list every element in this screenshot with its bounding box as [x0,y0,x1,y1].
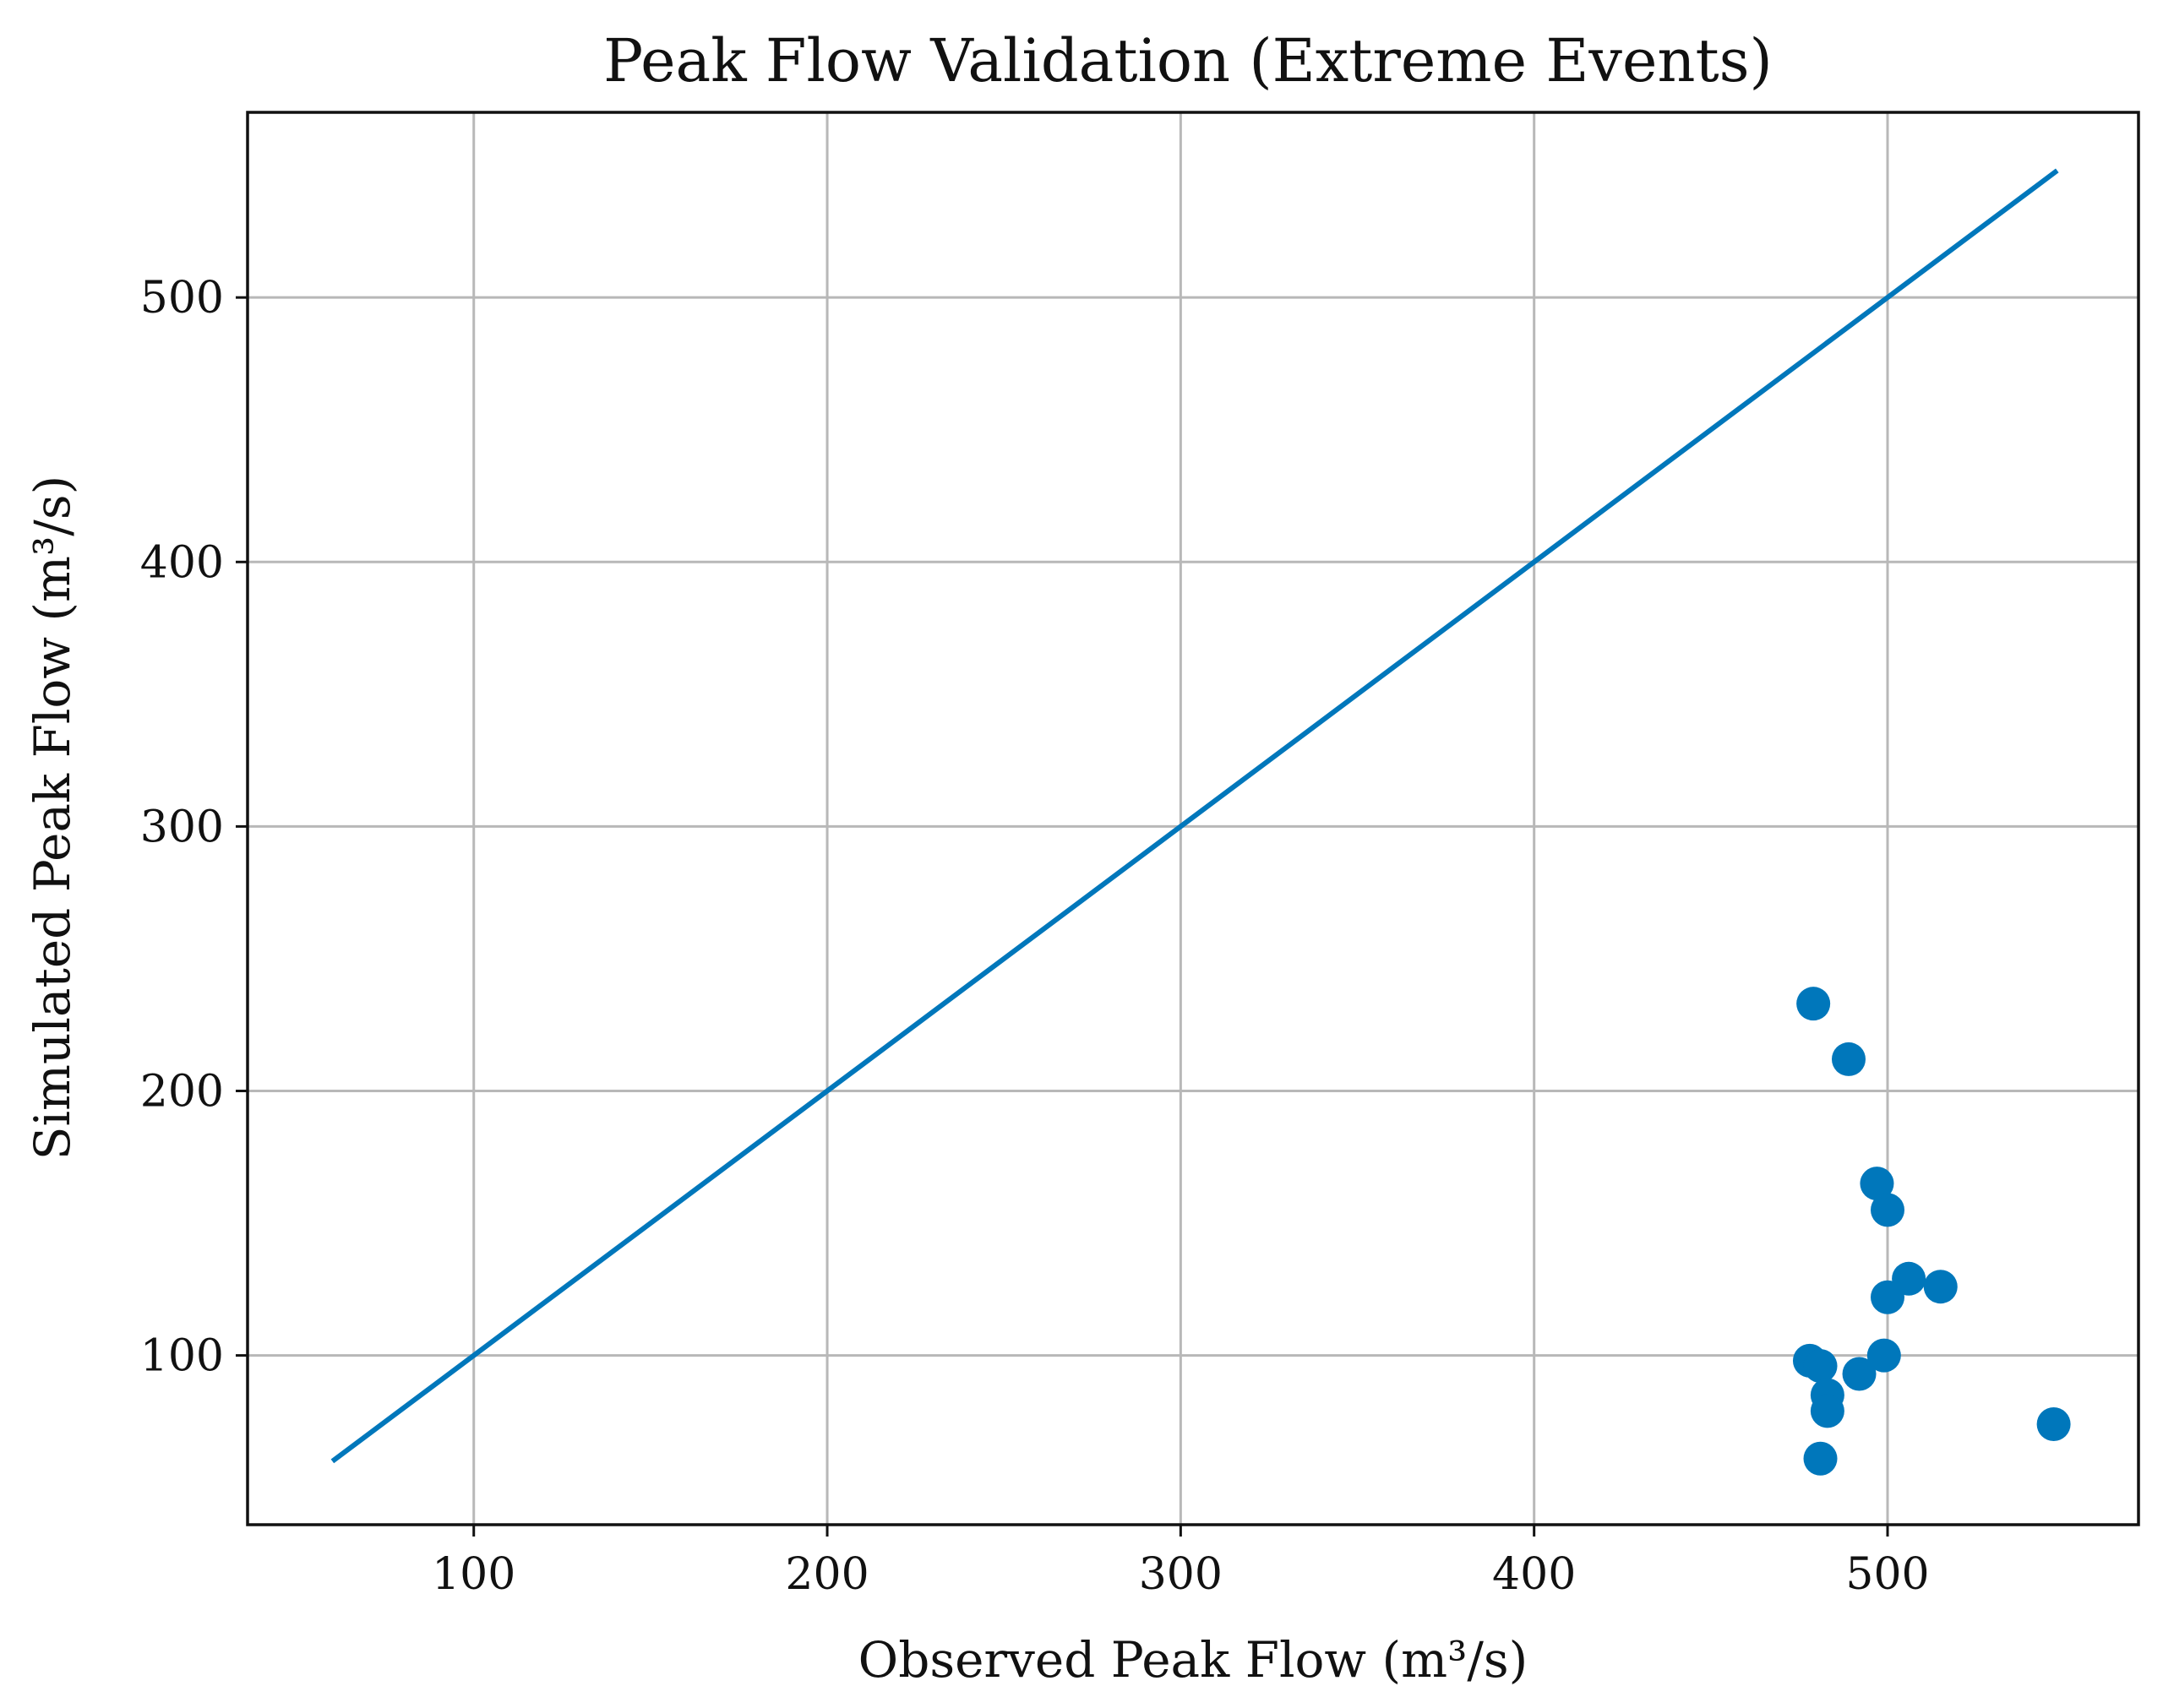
data-point [1842,1357,1877,1391]
data-point [1866,1338,1901,1373]
y-tick-label: 400 [140,537,224,588]
data-point [1923,1270,1958,1304]
x-tick-label: 200 [785,1549,869,1600]
x-axis-label: Observed Peak Flow (m³/s) [858,1631,1528,1689]
grid [248,112,2138,1525]
y-axis-label: Simulated Peak Flow (m³/s) [24,476,81,1160]
chart-title: Peak Flow Validation (Extreme Events) [603,26,1773,95]
data-point [1860,1167,1894,1201]
reference-line-group [330,168,2059,1464]
data-point [2036,1407,2071,1442]
data-point [1803,1441,1838,1476]
data-point [1870,1193,1904,1227]
data-point [1803,1349,1838,1384]
y-tick-label: 500 [140,273,224,324]
x-tick-label: 100 [432,1549,515,1600]
data-point [1831,1042,1866,1076]
data-points [1792,987,2071,1476]
reference-line [330,168,2059,1464]
y-tick-label: 300 [140,802,224,852]
x-tick-label: 500 [1845,1549,1929,1600]
data-point [1870,1280,1904,1314]
plot-frame [246,111,2140,1526]
y-tick-label: 200 [140,1067,224,1118]
x-tick-label: 400 [1492,1549,1576,1600]
data-point [1796,987,1831,1021]
data-point [1810,1394,1844,1428]
axis-ticks: 100 200 300 400 500 100 200 300 400 500 [140,273,1930,1600]
y-tick-label: 100 [140,1331,224,1382]
x-tick-label: 300 [1139,1549,1223,1600]
